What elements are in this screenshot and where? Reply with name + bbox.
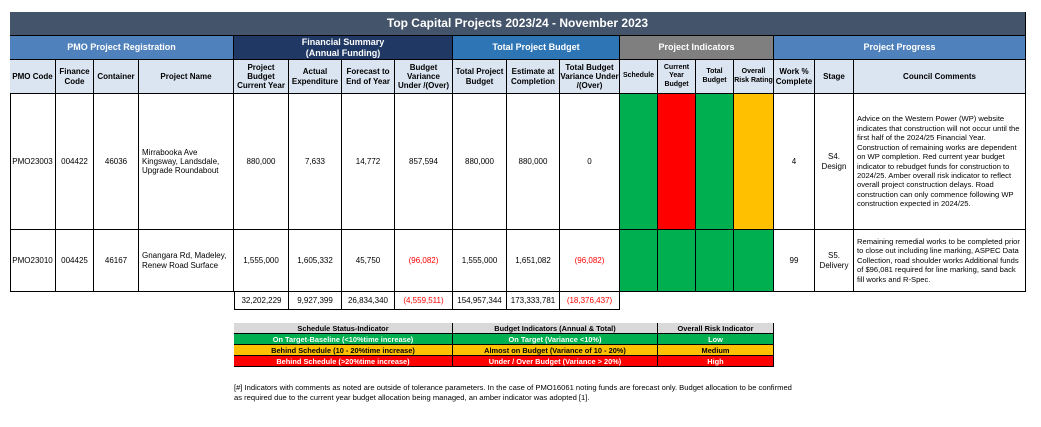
col-total-budget: Total Budget [696, 60, 734, 94]
col-project-name: Project Name [139, 60, 234, 94]
legend-schedule-behind: Behind Schedule (10 - 20%time increase) [234, 345, 453, 356]
col-work-complete: Work % Complete [774, 60, 815, 94]
legend-budget-on-target: On Target (Variance <10%) [453, 334, 658, 345]
table-cell-forecast: 14,772 [342, 94, 395, 230]
table-cell-estimate-completion: 880,000 [507, 94, 560, 230]
table-cell-comment: Remaining remedial works to be completed… [854, 230, 1026, 292]
col-budget-current-year: Project Budget Current Year [234, 60, 289, 94]
total-project-budget: 154,957,344 [453, 292, 507, 310]
table-cell-container: 46167 [94, 230, 139, 292]
totals-row-blank-right [621, 293, 1027, 311]
total-total-budget-variance: (18,376,437) [560, 292, 620, 310]
total-budget-variance: (4,559,511) [395, 292, 453, 310]
col-stage: Stage [815, 60, 854, 94]
table-cell-stage: S4. Design [815, 94, 854, 230]
col-container: Container [94, 60, 139, 94]
table-cell-actual-expenditure: 1,605,332 [289, 230, 342, 292]
col-forecast: Forecast to End of Year [342, 60, 395, 94]
col-current-year-budget: Current Year Budget [658, 60, 696, 94]
indicator-schedule [620, 230, 658, 292]
indicator-overall-risk [734, 230, 774, 292]
indicator-schedule [620, 94, 658, 230]
table-cell-finance-code: 004425 [56, 230, 94, 292]
group-project-progress: Project Progress [774, 36, 1026, 60]
legend-budget-almost: Almost on Budget (Variance of 10 - 20%) [453, 345, 658, 356]
group-total-budget: Total Project Budget [453, 36, 620, 60]
table-cell-estimate-completion: 1,651,082 [507, 230, 560, 292]
table-cell-project-name: Mirrabooka Ave Kingsway, Landsdale, Upgr… [139, 94, 234, 230]
table-cell-project-name: Gnangara Rd, Madeley, Renew Road Surface [139, 230, 234, 292]
table-cell-pmo-code: PMO23010 [10, 230, 56, 292]
col-actual-expenditure: Actual Expenditure [289, 60, 342, 94]
legend-schedule-on-target: On Target-Baseline (<10%time increase) [234, 334, 453, 345]
table-cell-actual-expenditure: 7,633 [289, 94, 342, 230]
legend-schedule-behind-severe: Behind Schedule (>20%time increase) [234, 356, 453, 367]
group-pmo-registration: PMO Project Registration [10, 36, 234, 60]
table-cell-total-budget-variance: 0 [560, 94, 620, 230]
col-budget-variance: Budget Variance Under /(Over) [395, 60, 453, 94]
group-financial-summary: Financial Summary (Annual Funding) [234, 36, 453, 60]
col-overall-risk: Overall Risk Rating [734, 60, 774, 94]
page-title: Top Capital Projects 2023/24 - November … [10, 12, 1026, 36]
col-council-comments: Council Comments [854, 60, 1026, 94]
legend-risk-medium: Medium [658, 345, 774, 356]
table-cell-total-project-budget: 1,555,000 [453, 230, 507, 292]
col-total-budget-variance: Total Budget Variance Under /(Over) [560, 60, 620, 94]
total-estimate-completion: 173,333,781 [507, 292, 560, 310]
table-cell-pmo-code: PMO23003 [10, 94, 56, 230]
legend-header-schedule: Schedule Status-Indicator [234, 323, 453, 334]
table-cell-comment: Advice on the Western Power (WP) website… [854, 94, 1026, 230]
table-cell-budget-variance: (96,082) [395, 230, 453, 292]
total-forecast: 26,834,340 [342, 292, 395, 310]
indicator-overall-risk [734, 94, 774, 230]
table-cell-budget-current-year: 880,000 [234, 94, 289, 230]
total-budget-current-year: 32,202,229 [234, 292, 289, 310]
table-cell-total-project-budget: 880,000 [453, 94, 507, 230]
legend-header-budget: Budget Indicators (Annual & Total) [453, 323, 658, 334]
indicator-total-budget [696, 94, 734, 230]
col-finance-code: Finance Code [56, 60, 94, 94]
total-actual-expenditure: 9,927,399 [289, 292, 342, 310]
legend-risk-high: High [658, 356, 774, 367]
legend-budget-over: Under / Over Budget (Variance > 20%) [453, 356, 658, 367]
table-cell-container: 46036 [94, 94, 139, 230]
table-cell-stage: S5. Delivery [815, 230, 854, 292]
table-cell-finance-code: 004422 [56, 94, 94, 230]
table-cell-budget-variance: 857,594 [395, 94, 453, 230]
table-cell-budget-current-year: 1,555,000 [234, 230, 289, 292]
col-schedule: Schedule [620, 60, 658, 94]
group-project-indicators: Project Indicators [620, 36, 774, 60]
indicator-current-year-budget [658, 94, 696, 230]
footnote: [#] Indicators with comments as noted ar… [234, 383, 792, 402]
table-cell-work-complete: 4 [774, 94, 815, 230]
indicator-current-year-budget [658, 230, 696, 292]
col-total-project-budget: Total Project Budget [453, 60, 507, 94]
legend-risk-low: Low [658, 334, 774, 345]
legend-header-risk: Overall Risk Indicator [658, 323, 774, 334]
col-estimate-completion: Estimate at Completion [507, 60, 560, 94]
table-cell-work-complete: 99 [774, 230, 815, 292]
table-cell-forecast: 45,750 [342, 230, 395, 292]
col-pmo-code: PMO Code [10, 60, 56, 94]
totals-row-blank [10, 292, 234, 311]
table-cell-total-budget-variance: (96,082) [560, 230, 620, 292]
indicator-total-budget [696, 230, 734, 292]
